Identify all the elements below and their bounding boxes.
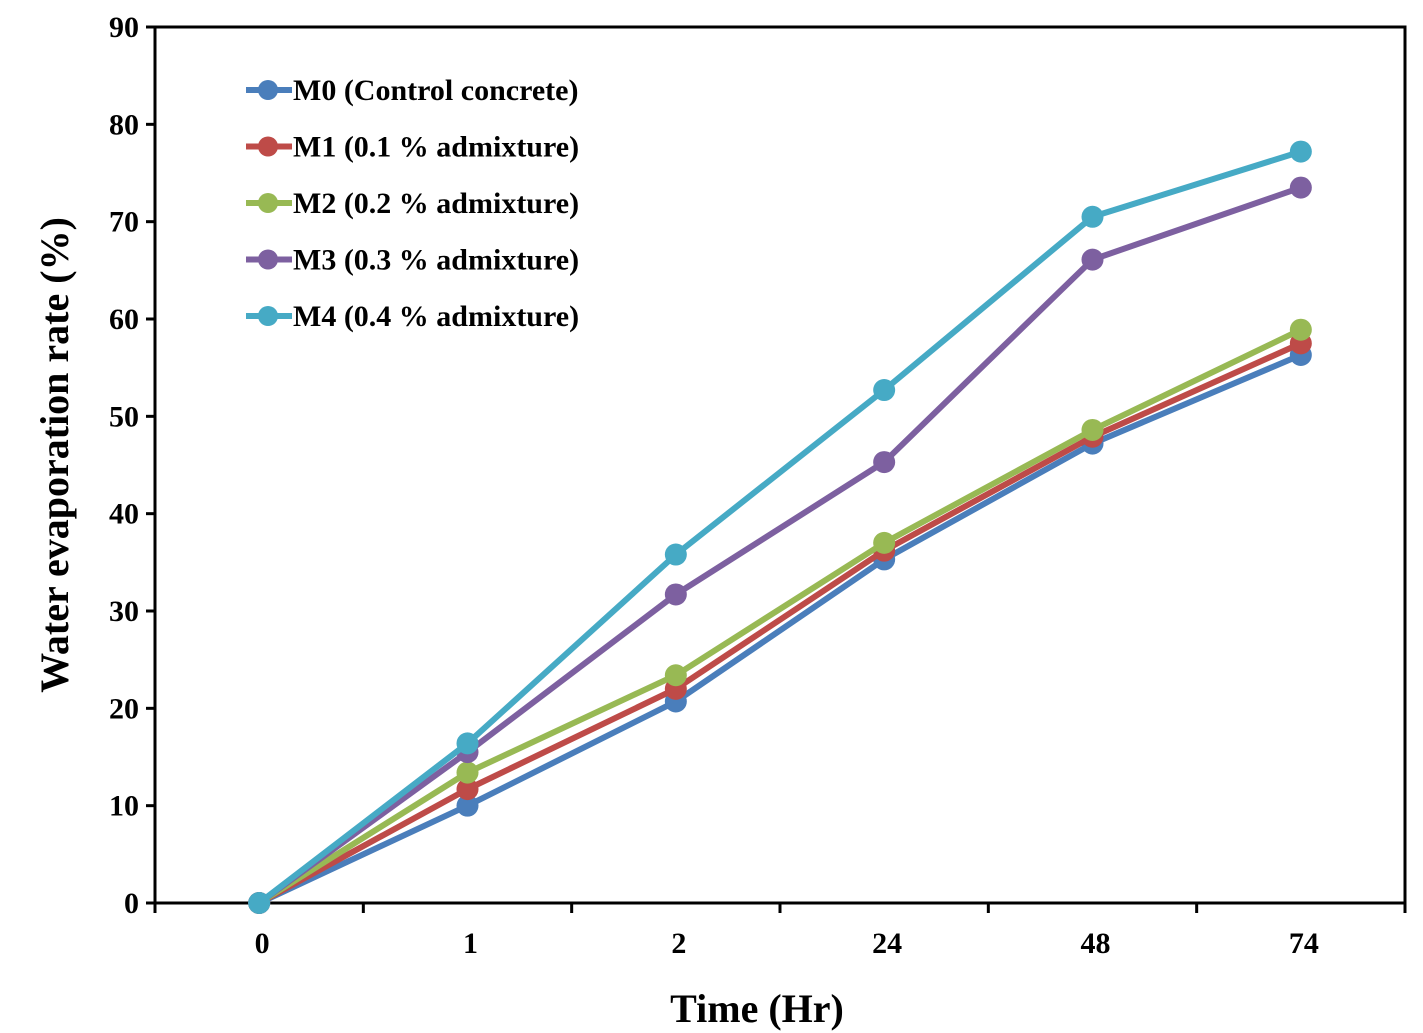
legend-label: M1 (0.1 % admixture) xyxy=(293,131,579,164)
data-point xyxy=(456,778,479,801)
data-point xyxy=(664,583,687,606)
y-axis: 0 10 20 30 40 50 60 70 80 90 xyxy=(109,11,155,920)
data-point xyxy=(1289,318,1312,341)
legend-label: M2 (0.2 % admixture) xyxy=(293,187,579,220)
data-point xyxy=(873,379,896,402)
series-line xyxy=(257,352,1303,906)
y-tick-label: 20 xyxy=(109,692,139,725)
series-line xyxy=(257,327,1303,906)
legend-item: M3 (0.3 % admixture) xyxy=(246,244,579,277)
data-point xyxy=(1289,176,1312,199)
legend-swatch-marker xyxy=(258,249,278,270)
series-line xyxy=(257,148,1302,906)
x-tick-label: 1 xyxy=(463,927,478,960)
data-point xyxy=(456,761,479,784)
y-tick-label: 60 xyxy=(109,303,139,336)
x-axis: 0 1 2 24 48 74 xyxy=(153,903,1407,960)
series-layer xyxy=(248,140,1312,914)
y-tick-label: 70 xyxy=(109,206,139,239)
legend-swatch-marker xyxy=(258,80,278,100)
x-axis-title: Time (Hr) xyxy=(670,986,844,1031)
data-point xyxy=(456,732,479,755)
legend-label: M4 (0.4 % admixture) xyxy=(293,300,579,333)
legend-item: M0 (Control concrete) xyxy=(246,74,578,107)
data-point xyxy=(1289,140,1312,163)
data-point xyxy=(1081,418,1104,441)
y-tick-label: 80 xyxy=(109,108,139,141)
x-tick-label: 48 xyxy=(1081,927,1111,960)
data-point xyxy=(664,664,687,687)
series-line xyxy=(257,340,1303,906)
data-point xyxy=(456,794,479,817)
y-tick-label: 40 xyxy=(109,498,139,531)
y-tick-label: 10 xyxy=(109,790,139,823)
y-tick-label: 50 xyxy=(109,400,139,433)
data-point xyxy=(1081,205,1104,228)
data-point xyxy=(873,531,896,554)
legend-swatch-marker xyxy=(258,193,278,213)
data-point xyxy=(664,543,687,566)
plot-area xyxy=(153,25,1407,905)
x-tick-label: 24 xyxy=(872,927,902,960)
legend-label: M0 (Control concrete) xyxy=(293,74,578,107)
legend-item: M1 (0.1 % admixture) xyxy=(246,131,579,164)
y-tick-label: 30 xyxy=(109,595,139,628)
legend: M0 (Control concrete) M1 (0.1 % admixture… xyxy=(246,74,579,333)
legend-label: M3 (0.3 % admixture) xyxy=(293,244,579,277)
y-tick-label: 90 xyxy=(109,11,139,44)
x-tick-label: 74 xyxy=(1289,927,1319,960)
legend-item: M2 (0.2 % admixture) xyxy=(246,187,579,220)
y-tick-label: 0 xyxy=(124,887,139,920)
series-4 xyxy=(248,140,1312,914)
legend-item: M4 (0.4 % admixture) xyxy=(246,300,579,333)
x-tick-label: 2 xyxy=(671,927,686,960)
series-line xyxy=(257,184,1302,906)
data-point xyxy=(248,892,271,914)
data-point xyxy=(1081,248,1104,271)
legend-swatch-marker xyxy=(258,306,278,326)
y-axis-title: Water evaporation rate (%) xyxy=(32,217,77,693)
legend-swatch-marker xyxy=(258,136,278,157)
data-point xyxy=(873,451,896,474)
x-tick-label: 0 xyxy=(255,927,270,960)
